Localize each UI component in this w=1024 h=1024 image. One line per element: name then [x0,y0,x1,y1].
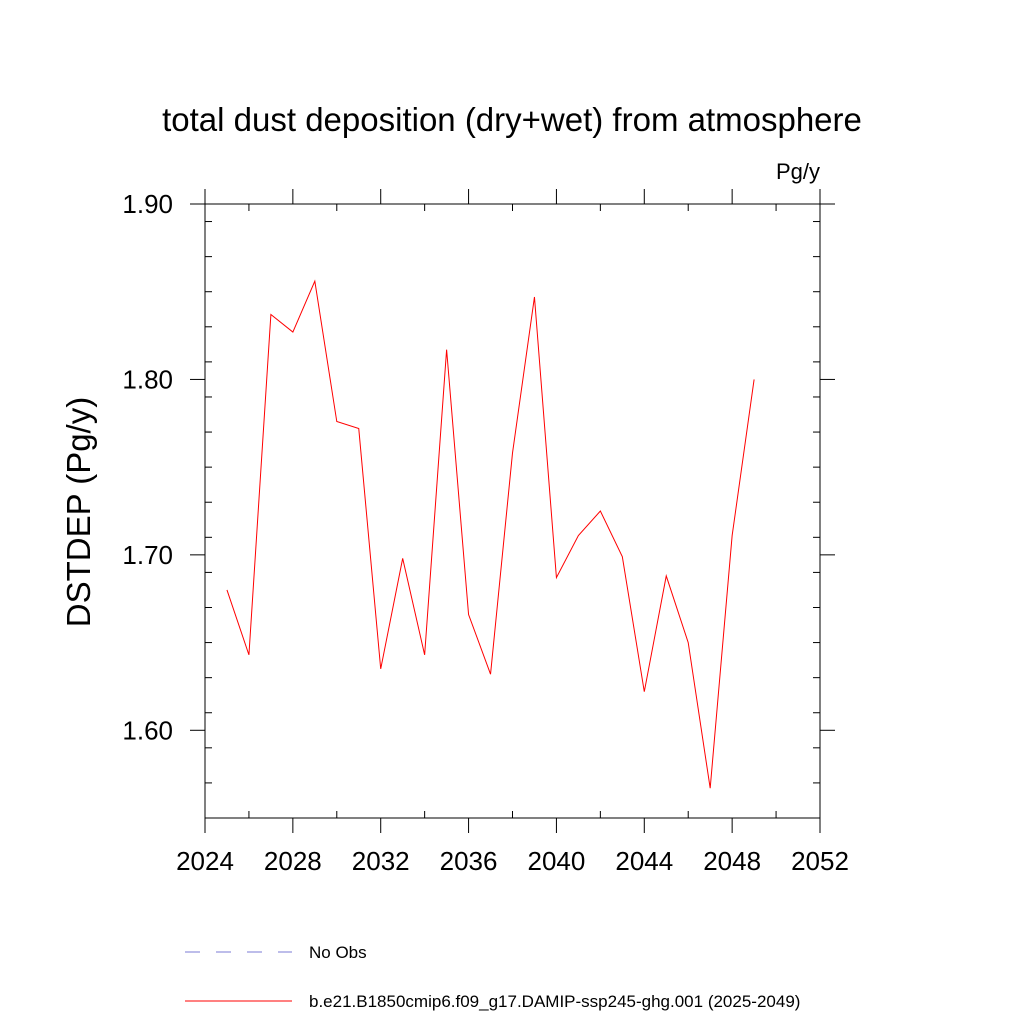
series-line [226,279,755,789]
legend-item-model-run: b.e21.B1850cmip6.f09_g17.DAMIP-ssp245-gh… [185,992,800,1011]
legend-label-no-obs: No Obs [309,943,367,962]
chart-title: total dust deposition (dry+wet) from atm… [162,101,862,138]
x-tick-labels: 2024 2028 2032 2036 2040 2044 2048 2052 [176,846,849,876]
units-label: Pg/y [776,159,820,184]
x-tick-label: 2036 [440,846,498,876]
x-tick-label: 2040 [528,846,586,876]
y-tick-label: 1.60 [122,715,173,745]
y-tick-label: 1.90 [122,189,173,219]
axis-ticks [190,189,835,833]
x-tick-label: 2032 [352,846,410,876]
y-tick-label: 1.70 [122,540,173,570]
y-tick-labels: 1.60 1.70 1.80 1.90 [122,189,173,745]
legend-item-no-obs: No Obs [185,943,367,962]
y-axis-label: DSTDEP (Pg/y) [60,397,97,627]
x-tick-label: 2052 [791,846,849,876]
legend: No Obs b.e21.B1850cmip6.f09_g17.DAMIP-ss… [185,943,800,1011]
legend-label-model-run: b.e21.B1850cmip6.f09_g17.DAMIP-ssp245-gh… [309,992,800,1011]
x-tick-label: 2028 [264,846,322,876]
x-tick-label: 2044 [615,846,673,876]
x-tick-label: 2024 [176,846,234,876]
plot-area: 2024 2028 2032 2036 2040 2044 2048 2052 1.60 1.7… [122,189,849,876]
plot-frame [204,203,821,819]
x-tick-label: 2048 [703,846,761,876]
series-layer [226,279,755,789]
y-tick-label: 1.80 [122,364,173,394]
